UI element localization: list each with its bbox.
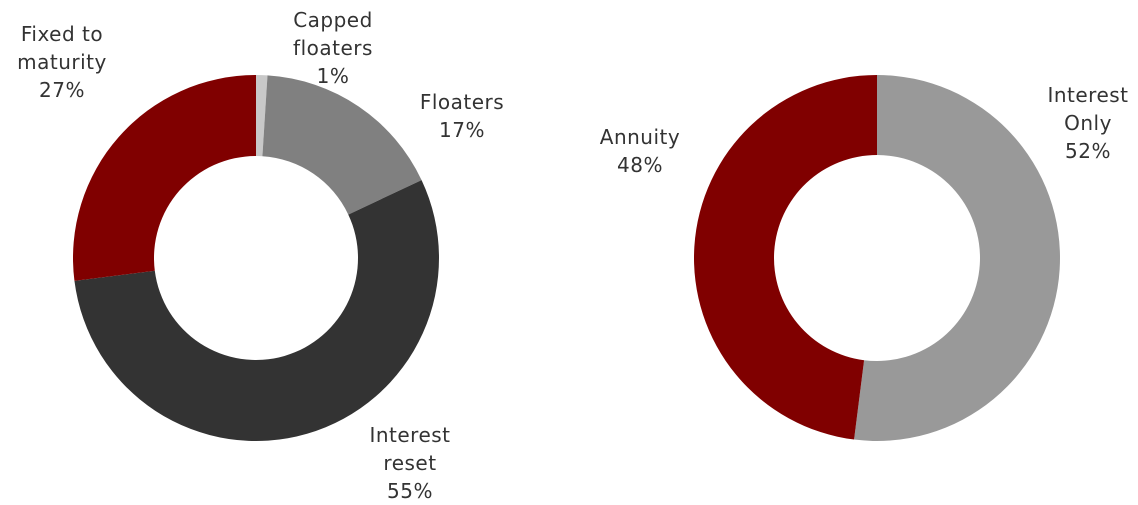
category-label: Annuity	[599, 125, 681, 149]
value-label: 48%	[617, 153, 663, 177]
value-label: 1%	[316, 64, 350, 88]
data-label: Fixed to maturity 27%	[2, 20, 122, 104]
value-label: 55%	[387, 479, 433, 503]
value-label: 17%	[439, 118, 485, 142]
data-label: Capped floaters 1%	[273, 6, 393, 90]
category-label: Capped floaters	[293, 8, 373, 60]
category-label: Floaters	[419, 90, 505, 114]
value-label: 52%	[1065, 139, 1111, 163]
category-label: Fixed to maturity	[17, 22, 107, 74]
data-label: Interest Only 52%	[1038, 81, 1138, 165]
category-label: Interest Only	[1047, 83, 1129, 135]
donut-slice	[694, 75, 877, 440]
value-label: 27%	[39, 78, 85, 102]
donut-slice	[74, 180, 440, 442]
data-label: Floaters 17%	[402, 88, 522, 144]
data-label: Annuity 48%	[580, 123, 700, 179]
donut-slice	[854, 75, 1061, 441]
category-label: Interest reset	[369, 423, 451, 475]
donut-slice	[72, 75, 256, 281]
donut-slice	[262, 75, 422, 215]
data-label: Interest reset 55%	[355, 421, 465, 505]
donut-slice	[256, 75, 268, 157]
